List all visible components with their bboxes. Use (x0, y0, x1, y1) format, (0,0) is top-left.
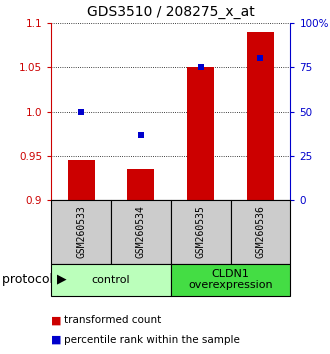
Text: protocol ▶: protocol ▶ (2, 273, 66, 286)
Text: ■: ■ (51, 315, 62, 325)
Text: GSM260534: GSM260534 (136, 205, 146, 258)
Title: GDS3510 / 208275_x_at: GDS3510 / 208275_x_at (87, 5, 255, 19)
Bar (247, 32, 274, 200)
Text: GSM260533: GSM260533 (76, 205, 86, 258)
Bar (171, 264, 290, 296)
Text: ■: ■ (51, 335, 62, 345)
Bar (111, 200, 171, 264)
Bar (127, 169, 154, 200)
Text: GSM260535: GSM260535 (196, 205, 206, 258)
Text: GSM260536: GSM260536 (255, 205, 266, 258)
Bar (171, 200, 231, 264)
Text: CLDN1
overexpression: CLDN1 overexpression (188, 269, 273, 291)
Text: control: control (92, 275, 130, 285)
Text: transformed count: transformed count (64, 315, 162, 325)
Bar (187, 67, 214, 200)
Text: percentile rank within the sample: percentile rank within the sample (64, 335, 240, 345)
Bar (231, 200, 290, 264)
Bar (51, 200, 111, 264)
Bar (68, 160, 94, 200)
Bar (51, 264, 171, 296)
